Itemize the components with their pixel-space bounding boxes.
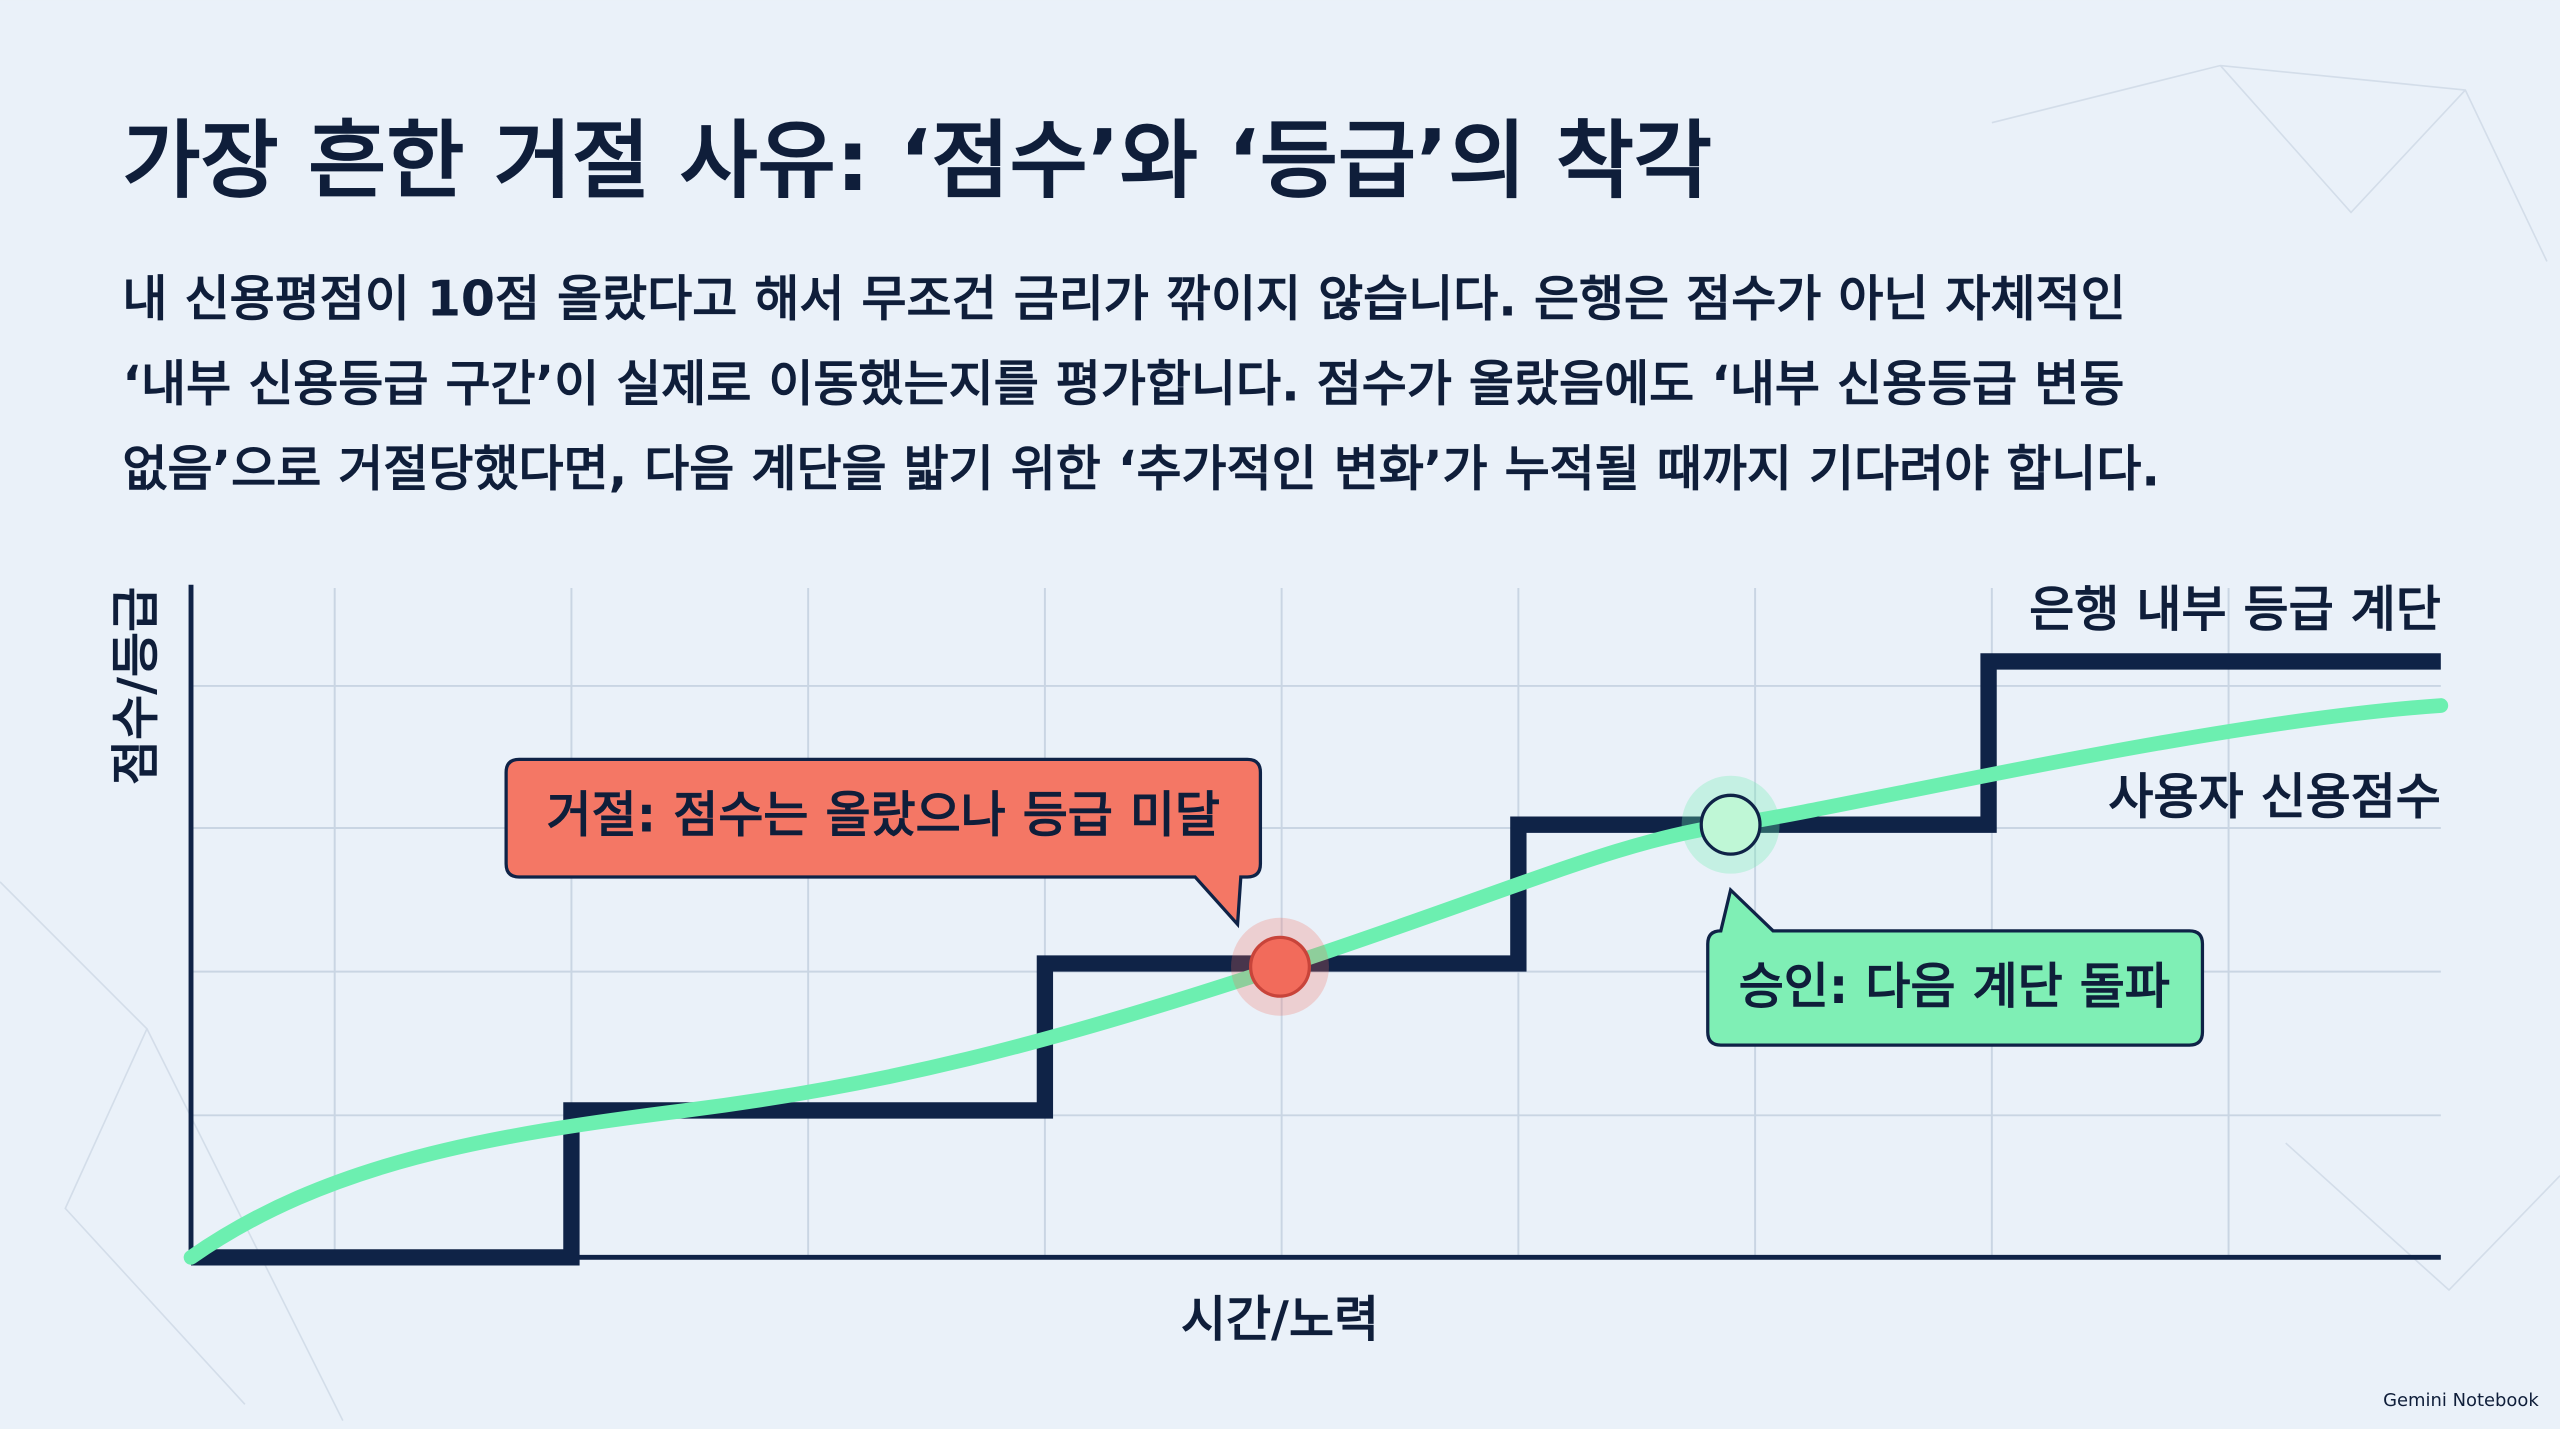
x-axis-label: 시간/노력 [1181,1291,1379,1348]
reject-callout [504,757,1263,929]
body-line: 없음’으로 거절당했다면, 다음 계단을 밟기 위한 ‘추가적인 변화’가 누적… [122,441,2160,498]
body-line: ‘내부 신용등급 구간’이 실제로 이동했는지를 평가합니다. 점수가 올랐음에… [122,356,2124,413]
callout-text: 거절: 점수는 올랐으나 등급 미달 [547,787,1220,844]
reject-point [1248,935,1312,998]
body-line: 내 신용평점이 10점 올랐다고 해서 무조건 금리가 깎이지 않습니다. 은행… [122,271,2125,328]
background-network [0,64,2560,1421]
callout-text: 승인: 다음 계단 돌파 [1739,958,2170,1015]
y-axis-label: 점수/등급 [107,587,164,785]
series-label: 사용자 신용점수 [2108,769,2440,826]
watermark: Gemini Notebook [2383,1390,2539,1411]
approve-callout [1706,886,2205,1047]
series-label: 은행 내부 등급 계단 [2029,581,2441,638]
approve-point [1699,793,1762,856]
title: 가장 흔한 거절 사유: ‘점수’와 ‘등급’의 착각 [122,112,1712,211]
